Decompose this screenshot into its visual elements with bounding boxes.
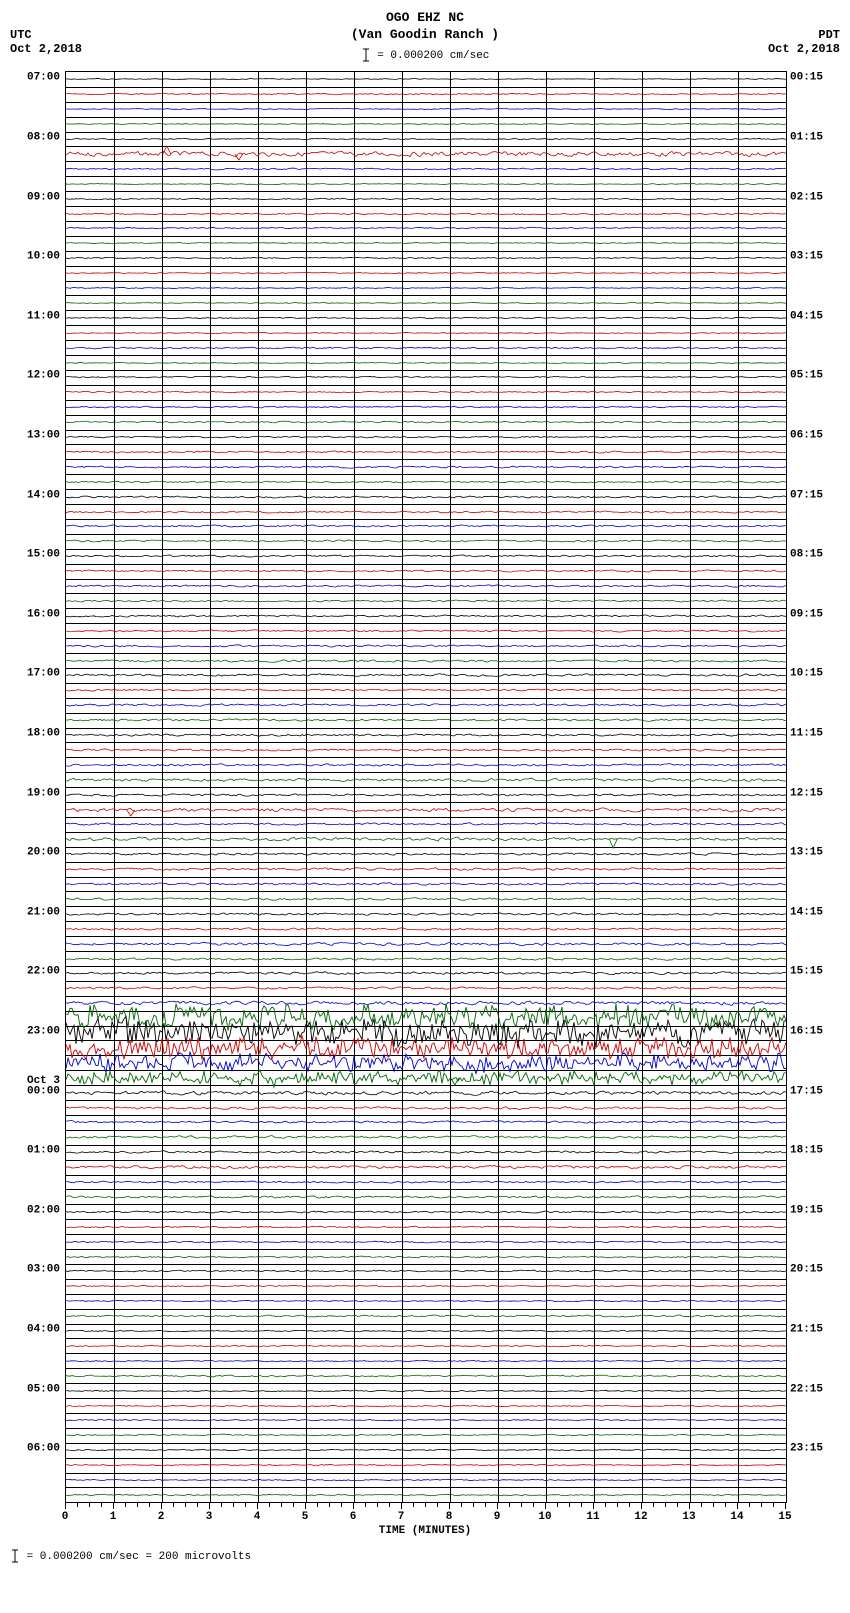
right-label: 06:15 [790, 431, 840, 442]
right-label: 00:15 [790, 73, 840, 84]
left-label: 06:00 [10, 1444, 60, 1455]
left-label: 05:00 [10, 1384, 60, 1395]
plot-area: 07:00 08:00 09:00 10:00 11:00 12:00 13:00 14:00… [10, 71, 840, 1543]
left-label: 19:00 [10, 788, 60, 799]
scalebar-icon [10, 1549, 20, 1563]
plot-grid [65, 71, 787, 1503]
right-label: 10:15 [790, 669, 840, 680]
footer-text: = 0.000200 cm/sec = 200 microvolts [27, 1551, 251, 1563]
right-label: 18:15 [790, 1146, 840, 1157]
left-label: 22:00 [10, 967, 60, 978]
left-label: 01:00 [10, 1146, 60, 1157]
x-tick-label: 13 [682, 1511, 695, 1523]
header-right: PDT Oct 2,2018 [768, 28, 840, 56]
right-label: 11:15 [790, 729, 840, 740]
x-tick-label: 6 [350, 1511, 357, 1523]
left-label: 17:00 [10, 669, 60, 680]
x-tick-label: 7 [398, 1511, 405, 1523]
left-label: 16:00 [10, 609, 60, 620]
left-label: 13:00 [10, 431, 60, 442]
x-tick-label: 14 [730, 1511, 743, 1523]
x-tick-label: 12 [634, 1511, 647, 1523]
right-label: 01:15 [790, 133, 840, 144]
left-label: 04:00 [10, 1325, 60, 1336]
x-tick-label: 8 [446, 1511, 453, 1523]
x-axis-title: TIME (MINUTES) [379, 1525, 471, 1537]
right-label: 16:15 [790, 1027, 840, 1038]
right-label: 07:15 [790, 490, 840, 501]
header-left: UTC Oct 2,2018 [10, 28, 82, 56]
right-label: 05:15 [790, 371, 840, 382]
x-tick-label: 4 [254, 1511, 261, 1523]
left-date-marker: Oct 3 [10, 1075, 60, 1087]
trace-layer [66, 72, 786, 1502]
right-label: 13:15 [790, 848, 840, 859]
right-label: 15:15 [790, 967, 840, 978]
seismogram-container: UTC Oct 2,2018 PDT Oct 2,2018 OGO EHZ NC… [10, 10, 840, 1563]
right-label: 21:15 [790, 1325, 840, 1336]
right-label: 19:15 [790, 1205, 840, 1216]
right-label: 03:15 [790, 252, 840, 263]
left-label: 08:00 [10, 133, 60, 144]
date-right: Oct 2,2018 [768, 42, 840, 56]
footer-scale: = 0.000200 cm/sec = 200 microvolts [10, 1549, 840, 1563]
station-code: OGO EHZ NC [10, 10, 840, 27]
x-tick-label: 5 [302, 1511, 309, 1523]
x-tick-label: 3 [206, 1511, 213, 1523]
left-label: 10:00 [10, 252, 60, 263]
right-label: 08:15 [790, 550, 840, 561]
left-label: 00:00 [10, 1086, 60, 1097]
right-label: 12:15 [790, 788, 840, 799]
right-label: 14:15 [790, 907, 840, 918]
station-location: (Van Goodin Ranch ) [10, 27, 840, 44]
left-label: 02:00 [10, 1205, 60, 1216]
left-label: 15:00 [10, 550, 60, 561]
x-tick-label: 15 [778, 1511, 791, 1523]
left-label: 12:00 [10, 371, 60, 382]
right-label: 04:15 [790, 311, 840, 322]
right-label: 17:15 [790, 1086, 840, 1097]
left-label: 03:00 [10, 1265, 60, 1276]
right-time-labels: 00:15 01:15 02:15 03:15 04:15 05:15 06:15 07:15… [790, 71, 840, 1501]
x-tick-label: 11 [586, 1511, 599, 1523]
right-label: 22:15 [790, 1384, 840, 1395]
left-label: 09:00 [10, 192, 60, 203]
x-axis: TIME (MINUTES) 0123456789101112131415 [65, 1503, 785, 1543]
left-label: 07:00 [10, 73, 60, 84]
left-label: 23:00 [10, 1027, 60, 1038]
header-center: OGO EHZ NC (Van Goodin Ranch ) = 0.00020… [10, 10, 840, 63]
right-label: 23:15 [790, 1444, 840, 1455]
right-label: 02:15 [790, 192, 840, 203]
tz-left: UTC [10, 28, 82, 42]
left-label: 21:00 [10, 907, 60, 918]
left-label: 11:00 [10, 311, 60, 322]
x-tick-label: 10 [538, 1511, 551, 1523]
x-tick-label: 0 [62, 1511, 69, 1523]
left-label: 18:00 [10, 729, 60, 740]
right-label: 20:15 [790, 1265, 840, 1276]
tz-right: PDT [768, 28, 840, 42]
x-tick-label: 9 [494, 1511, 501, 1523]
left-label: 20:00 [10, 848, 60, 859]
date-left: Oct 2,2018 [10, 42, 82, 56]
right-label: 09:15 [790, 609, 840, 620]
x-tick-label: 1 [110, 1511, 117, 1523]
left-time-labels: 07:00 08:00 09:00 10:00 11:00 12:00 13:00 14:00… [10, 71, 60, 1501]
x-tick-label: 2 [158, 1511, 165, 1523]
left-label: 14:00 [10, 490, 60, 501]
